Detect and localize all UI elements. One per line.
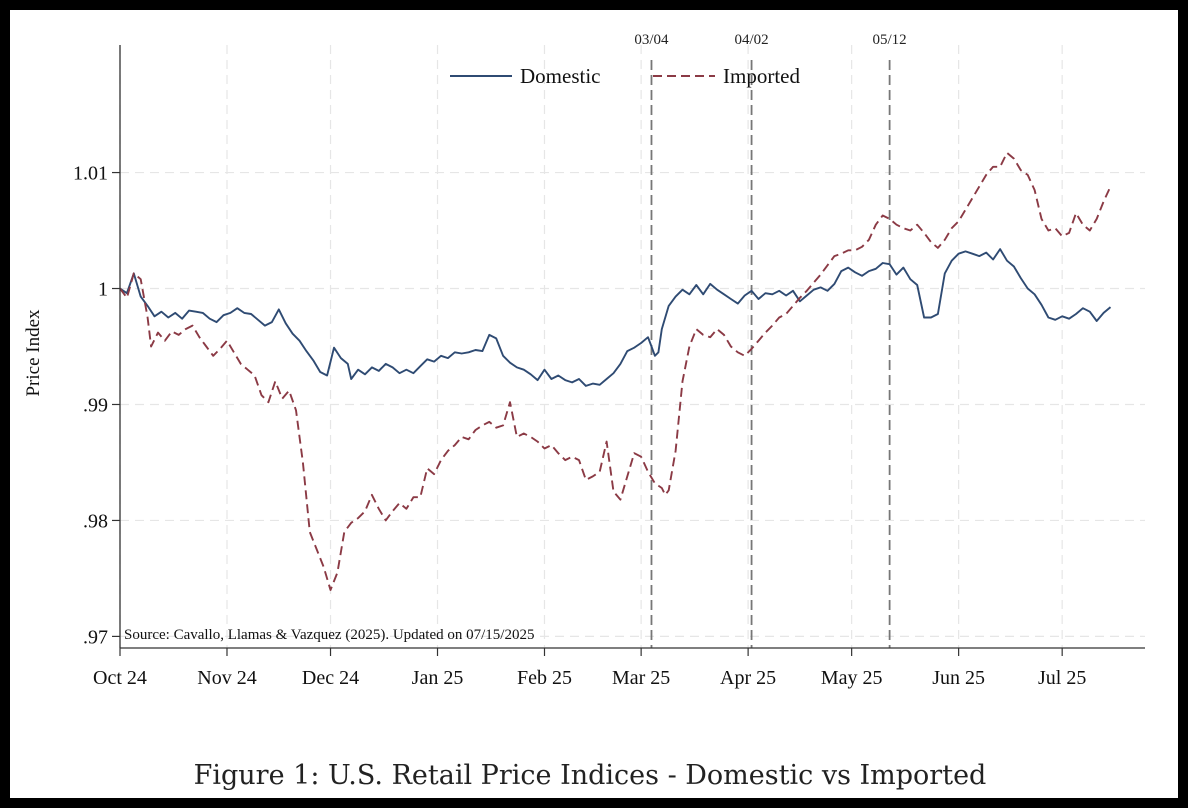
x-tick-label-6: Apr 25 bbox=[720, 667, 776, 689]
x-tick-label-0: Oct 24 bbox=[93, 667, 147, 689]
legend-label-imported: Imported bbox=[723, 64, 800, 88]
event-line-label-2: 05/12 bbox=[873, 32, 907, 48]
y-tick-label-1: .98 bbox=[83, 510, 108, 532]
x-tick-label-3: Jan 25 bbox=[412, 667, 464, 689]
y-tick-label-2: .99 bbox=[83, 394, 108, 416]
x-tick-label-5: Mar 25 bbox=[612, 667, 670, 689]
y-tick-label-0: .97 bbox=[83, 626, 108, 648]
price-index-chart: 03/04 04/02 05/12 .97 .98 .99 1 1.01 Oct 24 Nov … bbox=[23, 32, 1145, 791]
x-tick-label-4: Feb 25 bbox=[517, 667, 572, 689]
y-tick-label-4: 1.01 bbox=[73, 163, 108, 185]
x-tick-label-8: Jun 25 bbox=[932, 667, 985, 689]
x-tick-label-7: May 25 bbox=[821, 667, 883, 689]
series-line-domestic bbox=[119, 248, 1112, 387]
x-tick-label-9: Jul 25 bbox=[1038, 667, 1086, 689]
x-tick-label-2: Dec 24 bbox=[302, 667, 359, 689]
series-line-imported bbox=[119, 151, 1112, 591]
grid-lines bbox=[119, 45, 1145, 648]
x-tick-label-1: Nov 24 bbox=[197, 667, 256, 689]
figure-frame: 03/04 04/02 05/12 .97 .98 .99 1 1.01 Oct 24 Nov … bbox=[10, 10, 1178, 798]
legend-label-domestic: Domestic bbox=[520, 64, 600, 88]
axes: .97 .98 .99 1 1.01 Oct 24 Nov 24 Dec 24 Jan 25 Fe… bbox=[73, 45, 1145, 689]
y-axis-label: Price Index bbox=[23, 309, 44, 397]
figure-caption: Figure 1: U.S. Retail Price Indices - Do… bbox=[194, 760, 987, 791]
source-note: Source: Cavallo, Llamas & Vazquez (2025)… bbox=[124, 627, 534, 643]
event-lines: 03/04 04/02 05/12 bbox=[634, 32, 907, 648]
event-line-label-0: 03/04 bbox=[634, 32, 669, 48]
event-line-label-1: 04/02 bbox=[734, 32, 768, 48]
y-tick-label-3: 1 bbox=[98, 279, 108, 301]
legend: Domestic Imported bbox=[450, 64, 800, 88]
series-lines bbox=[119, 151, 1112, 591]
